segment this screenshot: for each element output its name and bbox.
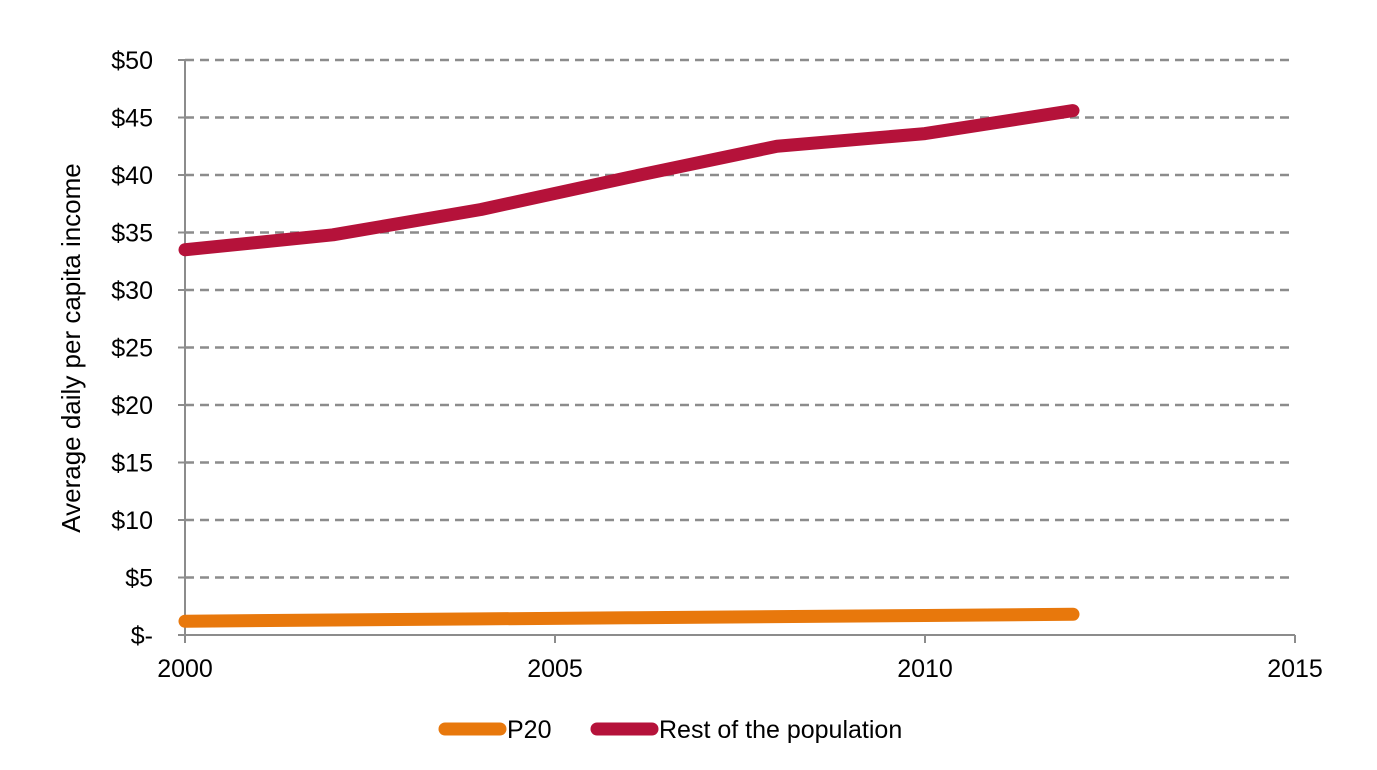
y-tick-label: $50 bbox=[111, 47, 153, 75]
series-lines bbox=[178, 104, 1080, 628]
y-tick-label: $20 bbox=[111, 392, 153, 420]
series-line bbox=[178, 104, 1080, 257]
x-tick-label: 2005 bbox=[527, 655, 583, 683]
legend-label: P20 bbox=[507, 716, 551, 744]
y-tick-labels: $- $5 $10 $15 $20 $25 $30 $35 $40 $45 $50 bbox=[111, 47, 153, 650]
x-tick-label: 2010 bbox=[897, 655, 953, 683]
y-tick-label: $40 bbox=[111, 162, 153, 190]
x-tick-label: 2000 bbox=[157, 655, 213, 683]
legend-label: Rest of the population bbox=[659, 716, 902, 744]
y-tick-label: $25 bbox=[111, 335, 153, 363]
y-tick-label: $35 bbox=[111, 220, 153, 248]
y-tick-label: $15 bbox=[111, 450, 153, 478]
y-tick-label: $45 bbox=[111, 105, 153, 133]
series-line bbox=[178, 607, 1080, 628]
y-tick-label: $- bbox=[131, 622, 153, 650]
legend: P20 Rest of the population bbox=[438, 716, 902, 744]
y-axis-label: Average daily per capita income bbox=[56, 163, 86, 533]
y-tick-label: $5 bbox=[125, 565, 153, 593]
axes bbox=[178, 59, 1296, 643]
y-tick-label: $30 bbox=[111, 277, 153, 305]
x-tick-label: 2015 bbox=[1267, 655, 1323, 683]
y-tick-label: $10 bbox=[111, 507, 153, 535]
x-tick-labels: 2000 2005 2010 2015 bbox=[157, 655, 1323, 683]
gridlines bbox=[185, 58, 1295, 579]
